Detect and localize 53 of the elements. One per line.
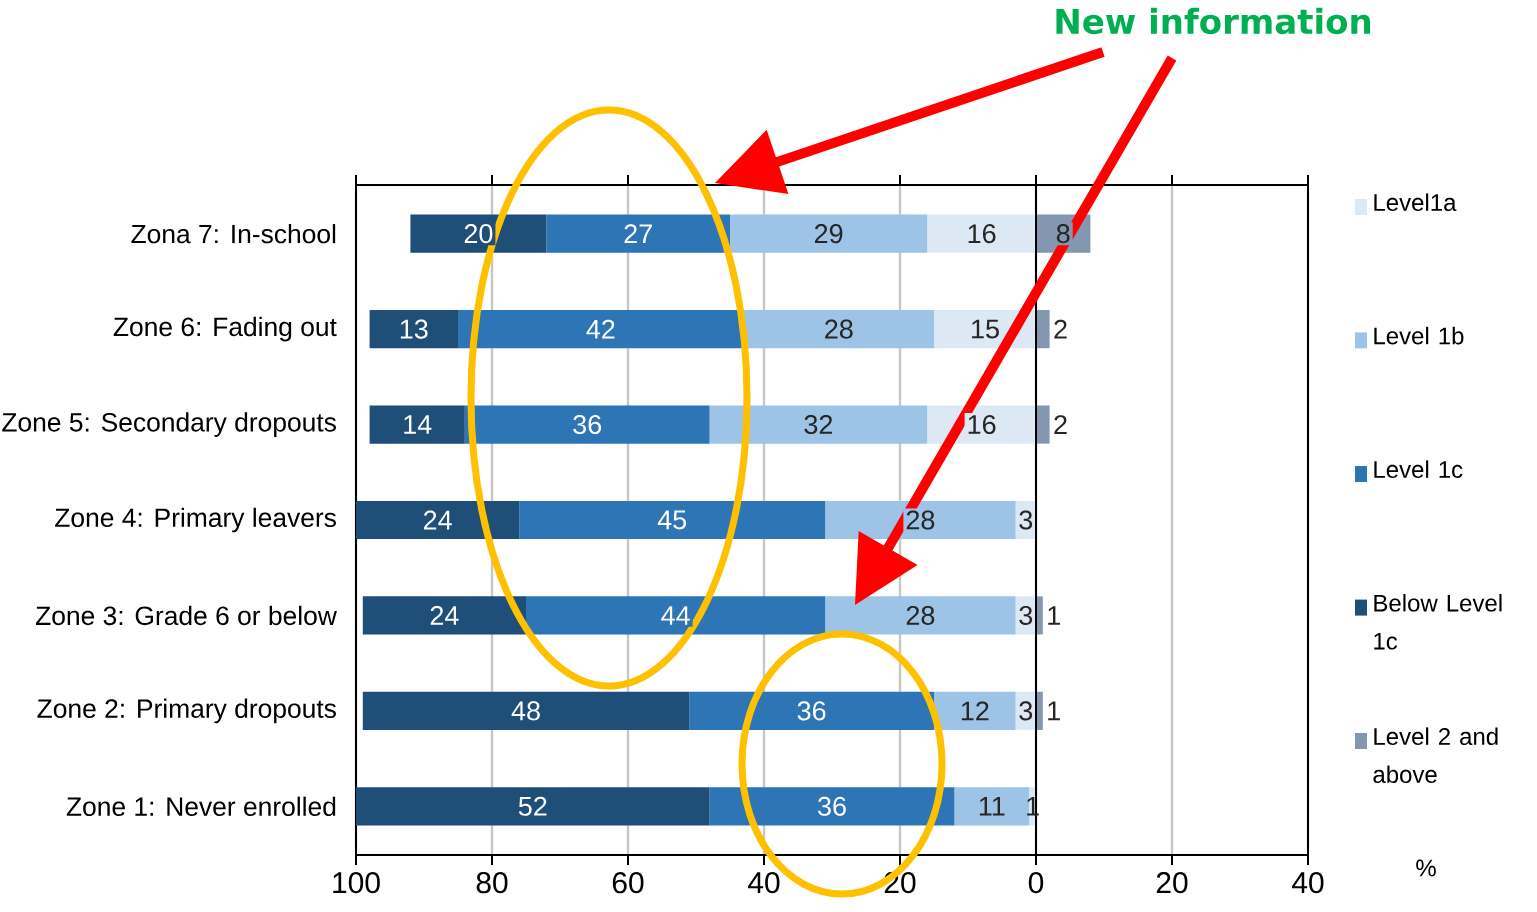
data-label: 36 (818, 796, 846, 816)
data-label: 28 (825, 319, 853, 339)
data-label: 1 (1048, 701, 1060, 721)
data-label: 27 (624, 224, 652, 244)
x-tick-label: 20 (1156, 872, 1188, 894)
legend-label: Level 2 and above (1373, 727, 1498, 784)
data-label: 2 (1054, 415, 1067, 434)
data-label: 16 (968, 224, 996, 244)
data-label: 36 (573, 415, 602, 435)
legend-label: Level 1b (1374, 326, 1464, 345)
data-label: 32 (804, 415, 833, 435)
x-tick-label: 40 (1292, 872, 1324, 894)
text: New information (1056, 7, 1371, 35)
data-label: 52 (518, 796, 547, 816)
x-tick-label: 0 (1028, 872, 1044, 894)
x-tick-label: 40 (748, 872, 780, 894)
y-tick-label: Zone 2: Primary dropouts (37, 698, 336, 724)
data-label: 16 (968, 415, 996, 435)
data-label: 44 (661, 606, 690, 625)
data-label: 3 (1019, 510, 1033, 530)
data-label: 11 (979, 797, 1005, 816)
data-label: 1 (1048, 606, 1060, 625)
legend-label: Below Level 1c (1374, 594, 1502, 650)
x-tick-label: 100 (333, 872, 380, 894)
y-tick-label: Zone 3: Grade 6 or below (35, 605, 337, 626)
data-label: 24 (423, 510, 452, 530)
data-label: 28 (906, 605, 935, 625)
data-label: 29 (814, 224, 843, 244)
y-tick-label: Zona 7: In-school (131, 223, 336, 244)
data-label: 8 (1056, 224, 1070, 244)
data-label: 3 (1019, 701, 1033, 721)
data-label: 20 (464, 224, 493, 244)
text: % (1416, 859, 1436, 877)
y-tick-label: Zone 6: Fading out (113, 316, 337, 342)
data-label: 14 (404, 415, 432, 434)
data-label: 3 (1019, 605, 1033, 625)
x-tick-label: 80 (476, 872, 508, 894)
data-label: 28 (906, 510, 935, 530)
legend-label: Level1a (1374, 193, 1457, 212)
data-label: 45 (657, 510, 687, 530)
data-label: 42 (586, 319, 615, 339)
legend-label: Level 1c (1374, 460, 1463, 479)
x-tick-label: 60 (612, 872, 644, 894)
y-tick-label: Zone 5: Secondary dropouts (2, 412, 336, 437)
data-label: 15 (972, 319, 999, 339)
data-label: 48 (511, 701, 540, 721)
y-tick-label: Zone 4: Primary leavers (55, 507, 336, 533)
data-label: 2 (1054, 319, 1067, 339)
data-label: 24 (430, 606, 459, 625)
data-label: 36 (797, 701, 826, 721)
data-label: 13 (400, 319, 428, 339)
y-tick-label: Zone 1: Never enrolled (66, 796, 336, 817)
data-label: 12 (961, 701, 989, 721)
